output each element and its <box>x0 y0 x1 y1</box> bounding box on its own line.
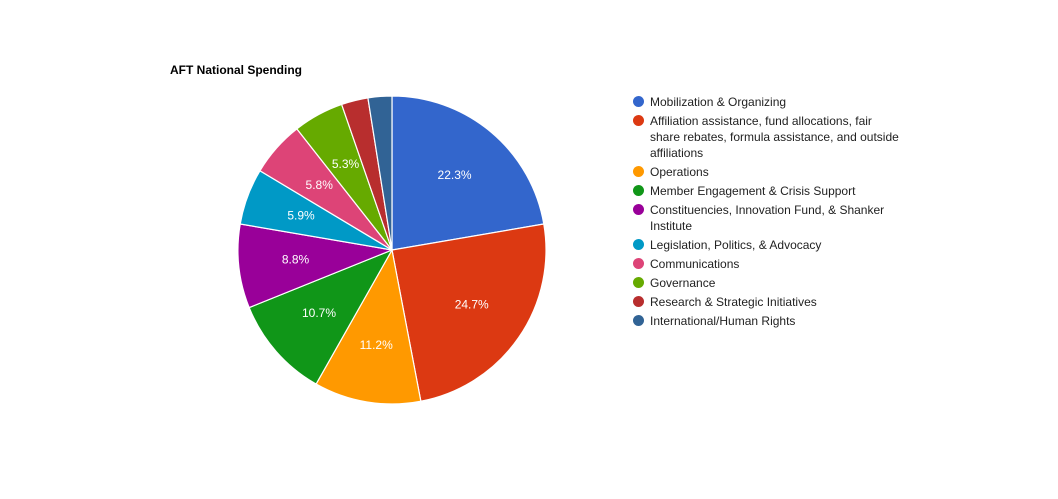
legend-item-2[interactable]: Operations <box>633 164 903 180</box>
legend-swatch-5 <box>633 239 644 250</box>
legend-label-1: Affiliation assistance, fund allocations… <box>650 114 899 160</box>
slice-label-2: 11.2% <box>360 338 393 352</box>
legend-label-9: International/Human Rights <box>650 314 796 328</box>
legend-item-5[interactable]: Legislation, Politics, & Advocacy <box>633 237 903 253</box>
legend-item-7[interactable]: Governance <box>633 275 903 291</box>
legend-label-5: Legislation, Politics, & Advocacy <box>650 238 822 252</box>
legend-swatch-7 <box>633 277 644 288</box>
legend-swatch-4 <box>633 204 644 215</box>
slice-label-0: 22.3% <box>438 168 472 182</box>
legend-label-2: Operations <box>650 165 709 179</box>
legend-label-8: Research & Strategic Initiatives <box>650 295 817 309</box>
pie-slice-4[interactable] <box>237 223 395 309</box>
legend-item-0[interactable]: Mobilization & Organizing <box>633 94 903 110</box>
slice-label-4: 8.8% <box>282 253 310 267</box>
legend-swatch-1 <box>633 115 644 126</box>
pie-slice-0[interactable] <box>391 95 545 251</box>
legend-label-7: Governance <box>650 276 716 290</box>
legend-item-1[interactable]: Affiliation assistance, fund allocations… <box>633 113 903 161</box>
legend-swatch-3 <box>633 185 644 196</box>
legend-swatch-2 <box>633 166 644 177</box>
legend-label-4: Constituencies, Innovation Fund, & Shank… <box>650 203 885 233</box>
pie-slice-3[interactable] <box>248 248 394 385</box>
legend-item-6[interactable]: Communications <box>633 256 903 272</box>
legend-swatch-9 <box>633 315 644 326</box>
slice-label-6: 5.8% <box>306 178 334 192</box>
chart-title: AFT National Spending <box>170 63 302 77</box>
legend-item-4[interactable]: Constituencies, Innovation Fund, & Shank… <box>633 202 903 234</box>
slice-label-1: 24.7% <box>455 297 489 311</box>
legend-item-3[interactable]: Member Engagement & Crisis Support <box>633 183 903 199</box>
pie-slice-2[interactable] <box>315 248 422 405</box>
legend-item-8[interactable]: Research & Strategic Initiatives <box>633 294 903 310</box>
pie-slice-1[interactable] <box>391 223 547 402</box>
slice-label-3: 10.7% <box>302 306 336 320</box>
legend-label-6: Communications <box>650 257 740 271</box>
legend-swatch-0 <box>633 96 644 107</box>
legend-swatch-6 <box>633 258 644 269</box>
legend-label-0: Mobilization & Organizing <box>650 95 787 109</box>
legend: Mobilization & Organizing Affiliation ass… <box>633 94 903 332</box>
slice-label-7: 5.3% <box>332 157 360 171</box>
legend-swatch-8 <box>633 296 644 307</box>
slice-label-5: 5.9% <box>287 208 315 222</box>
legend-item-9[interactable]: International/Human Rights <box>633 313 903 329</box>
pie-slice-9[interactable] <box>367 95 393 251</box>
legend-label-3: Member Engagement & Crisis Support <box>650 184 856 198</box>
